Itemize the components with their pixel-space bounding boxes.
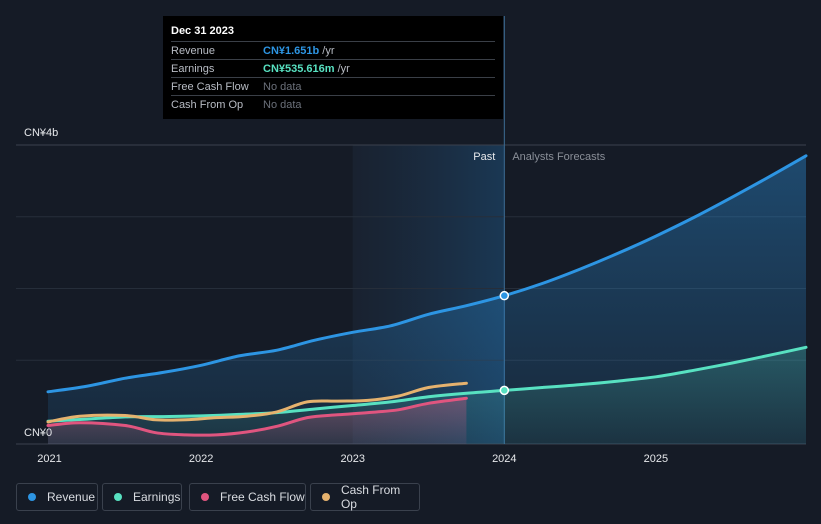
tooltip-date: Dec 31 2023 [171, 25, 234, 37]
x-tick-label: 2022 [189, 453, 213, 465]
x-tick-label: 2025 [644, 453, 668, 465]
tooltip-label: Free Cash Flow [171, 80, 249, 93]
tooltip-value: CN¥535.616m [263, 62, 335, 75]
tooltip-row-earnings: Earnings CN¥535.616m /yr [171, 59, 495, 77]
tooltip-value: No data [263, 98, 302, 111]
legend-label: Earnings [133, 490, 181, 504]
legend-item-free-cash-flow[interactable]: Free Cash Flow [189, 483, 306, 511]
series-area-revenue [48, 155, 806, 445]
tooltip-value: No data [263, 80, 302, 93]
legend-dot-icon [114, 493, 122, 501]
past-label: Past [473, 151, 495, 163]
series-line-revenue [46, 154, 808, 394]
legend-label: Free Cash Flow [220, 490, 305, 504]
earnings-point-marker [499, 385, 510, 396]
series-line-earnings [46, 345, 808, 423]
revenue-point-marker [499, 290, 510, 301]
x-tick-label: 2024 [492, 453, 516, 465]
legend-item-cash-from-op[interactable]: Cash From Op [310, 483, 420, 511]
tooltip-unit: /yr [337, 62, 350, 75]
tooltip-row-cash-from-op: Cash From Op No data [171, 95, 495, 113]
legend-item-revenue[interactable]: Revenue [16, 483, 98, 511]
tooltip-row-revenue: Revenue CN¥1.651b /yr [171, 41, 495, 59]
series-line-cash-from-op [46, 381, 468, 424]
legend-label: Cash From Op [340, 483, 401, 511]
legend-label: Revenue [47, 490, 96, 504]
tooltip-unit: /yr [322, 44, 335, 57]
tooltip-label: Earnings [171, 62, 215, 75]
legend-dot-icon [28, 493, 36, 501]
y-axis-top-label: CN¥4b [24, 127, 58, 139]
series-area-earnings [48, 347, 806, 444]
legend-item-earnings[interactable]: Earnings [102, 483, 182, 511]
tooltip: Dec 31 2023 Revenue CN¥1.651b /yr Earnin… [163, 16, 503, 119]
legend-dot-icon [201, 493, 209, 501]
y-axis-bottom-label: CN¥0 [24, 427, 52, 439]
series-line-free-cash-flow [46, 396, 468, 437]
legend-dot-icon [322, 493, 330, 501]
tooltip-label: Revenue [171, 44, 216, 57]
tooltip-row-free-cash-flow: Free Cash Flow No data [171, 77, 495, 95]
tooltip-label: Cash From Op [171, 98, 244, 111]
x-tick-label: 2023 [340, 453, 364, 465]
forecast-label: Analysts Forecasts [512, 151, 605, 163]
x-tick-label: 2021 [37, 453, 61, 465]
tooltip-value: CN¥1.651b [263, 44, 320, 57]
